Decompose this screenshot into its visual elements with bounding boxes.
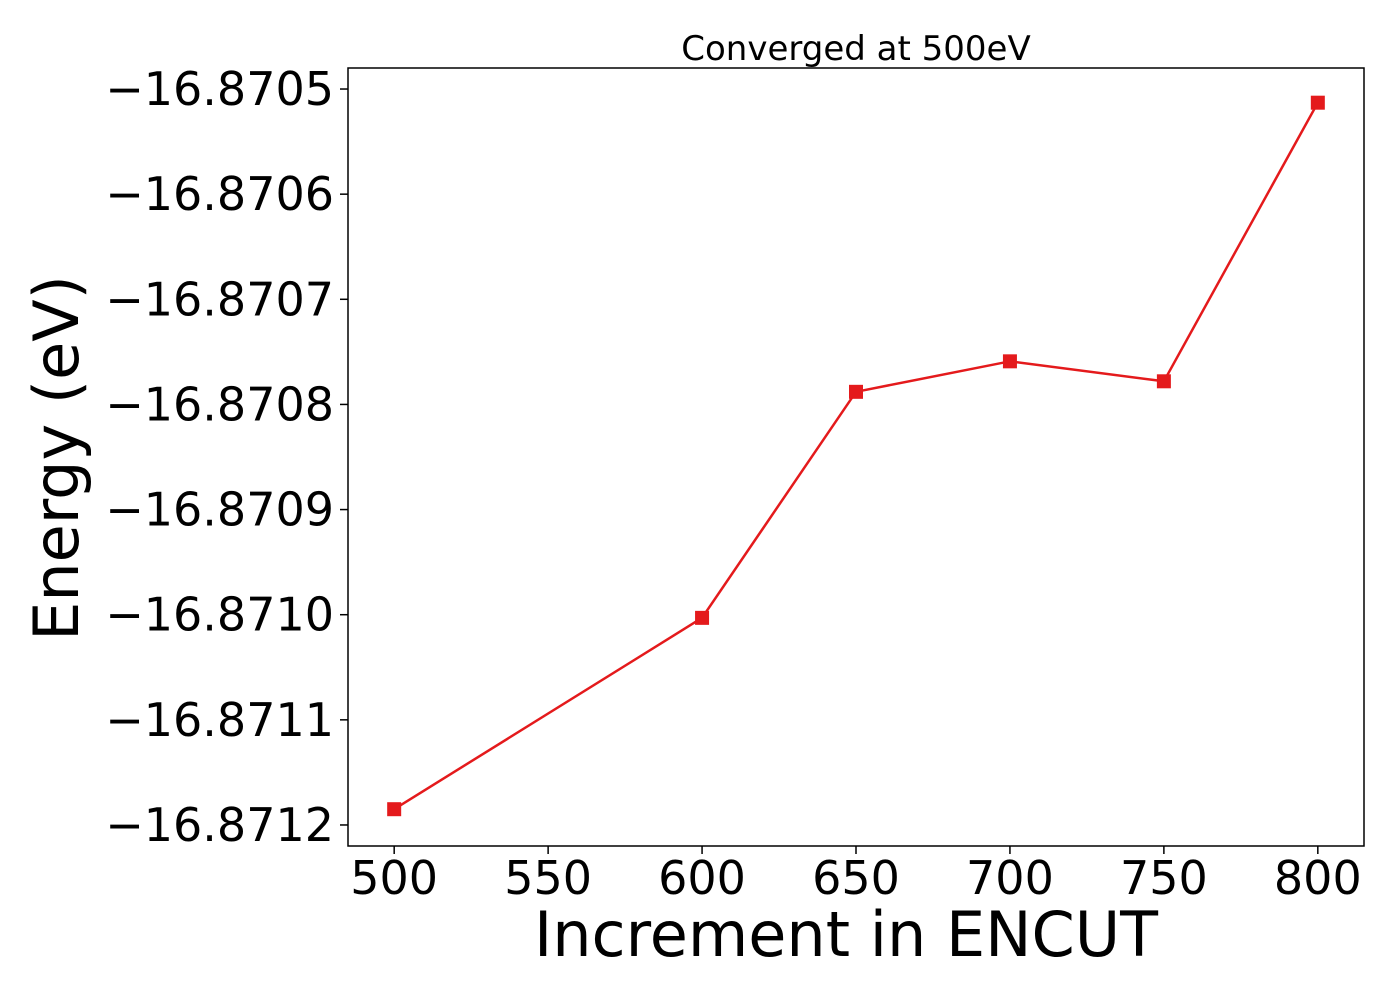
x-tick-label: 700 (966, 851, 1054, 905)
data-point-marker (849, 384, 863, 399)
y-axis-ticks: −16.8712 −16.8711 −16.8710 −16.8709 −16.8708… (105, 62, 348, 852)
data-point-marker (387, 802, 402, 817)
y-tick-label: −16.8706 (105, 167, 334, 221)
x-tick-label: 650 (812, 851, 900, 905)
series-line (393, 102, 1319, 811)
y-axis-label: Energy (eV) (20, 275, 93, 641)
x-tick-label: 550 (504, 851, 592, 905)
data-point-marker (1156, 374, 1171, 389)
y-tick-label: −16.8712 (105, 798, 334, 852)
x-tick-label: 800 (1274, 851, 1362, 905)
x-axis-ticks: 500 550 600 650 700 750 800 (350, 846, 1362, 905)
y-tick-label: −16.8705 (105, 62, 334, 116)
data-point-marker (695, 610, 710, 625)
x-tick-label: 600 (658, 851, 746, 905)
y-tick-label: −16.8709 (105, 483, 334, 537)
y-tick-label: −16.8708 (105, 377, 334, 431)
chart-title: Converged at 500eV (681, 29, 1030, 69)
x-tick-label: 750 (1120, 851, 1208, 905)
x-tick-label: 500 (350, 851, 438, 905)
data-point-marker (1002, 354, 1017, 369)
y-tick-label: −16.8710 (105, 588, 334, 642)
y-tick-label: −16.8707 (105, 272, 334, 326)
plot-area-frame (347, 67, 1365, 847)
y-tick-label: −16.8711 (105, 693, 334, 747)
data-point-marker (1310, 95, 1325, 110)
series-group (387, 95, 1325, 817)
x-axis-label: Increment in ENCUT (534, 898, 1159, 971)
